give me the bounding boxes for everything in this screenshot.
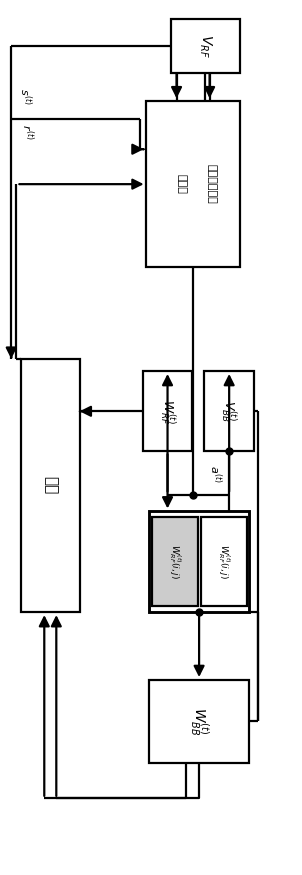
Bar <box>149 511 249 612</box>
Text: 环境: 环境 <box>43 476 57 494</box>
Bar <box>149 680 249 763</box>
Text: $W_{RF}^{(t)}(i,j)$: $W_{RF}^{(t)}(i,j)$ <box>216 544 232 579</box>
Bar <box>171 19 240 74</box>
Text: $W_{BB}^{(t)}$: $W_{BB}^{(t)}$ <box>188 707 210 736</box>
Bar <box>201 517 247 606</box>
Bar <box>146 102 240 267</box>
Bar <box>21 359 80 612</box>
Text: $s^{(t)}$: $s^{(t)}$ <box>17 88 34 104</box>
Bar <box>204 371 254 452</box>
Text: 深度强化学习: 深度强化学习 <box>206 164 216 204</box>
Bar <box>143 371 192 452</box>
Text: $W_{RF}^{(t)}$: $W_{RF}^{(t)}$ <box>158 398 177 424</box>
Text: $W_{RF}^{(t)}(i,j)$: $W_{RF}^{(t)}(i,j)$ <box>167 544 183 579</box>
Text: $V_{BB}^{(t)}$: $V_{BB}^{(t)}$ <box>219 400 239 423</box>
Text: $r^{(t)}$: $r^{(t)}$ <box>20 124 36 139</box>
Bar <box>152 517 198 606</box>
Text: 智能体: 智能体 <box>176 174 186 194</box>
Text: $a^{(t)}$: $a^{(t)}$ <box>207 466 223 483</box>
Text: $V_{RF}$: $V_{RF}$ <box>197 34 213 58</box>
